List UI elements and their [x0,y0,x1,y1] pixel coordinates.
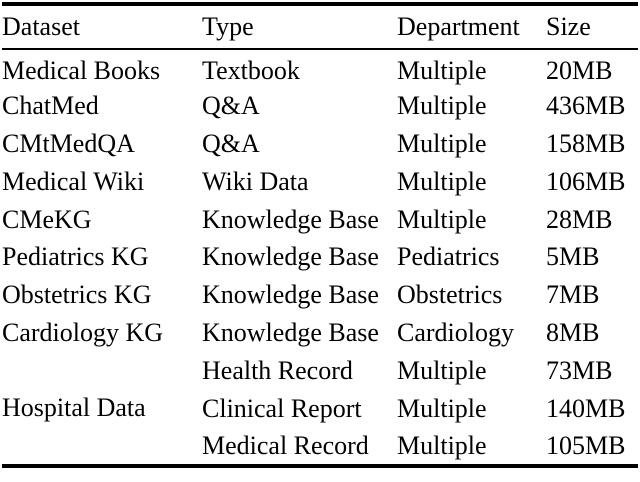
cell-dataset: Medical Wiki [2,166,145,196]
table-row: Medical Wiki Wiki Data Multiple 106MB [2,163,638,201]
cell-size: 105MB [546,430,626,460]
table-row: Medical Books Textbook Multiple 20MB [2,49,638,87]
cell-dataset: Pediatrics KG [2,242,149,272]
cell-size: 158MB [546,128,626,158]
table-row: Medical Record Multiple 105MB [2,428,638,466]
table-row: Clinical Report Multiple 140MB [2,390,638,428]
table-row: CMtMedQA Q&A Multiple 158MB [2,125,638,163]
cell-size: 73MB [546,356,613,386]
table-row: Cardiology KG Knowledge Base Cardiology … [2,314,638,352]
cell-size: 28MB [546,204,613,234]
header-dataset: Dataset [2,4,182,50]
header-size: Size [531,4,638,50]
cell-department: Multiple [397,393,487,423]
cell-size: 140MB [546,393,626,423]
cell-department: Pediatrics [397,242,500,272]
cell-dataset: Obstetrics KG [2,280,152,310]
cell-type: Q&A [202,128,260,158]
cell-dataset-hospital-data-group: Hospital Data [2,392,146,422]
table-row: Hospital Data Health Record Multiple 73M… [2,352,638,422]
cell-department: Multiple [397,204,487,234]
cell-department: Multiple [397,56,487,86]
cell-size: 5MB [546,242,600,272]
cell-type: Knowledge Base [202,280,379,310]
header-type: Type [182,4,383,50]
cell-department: Obstetrics [397,280,503,310]
cell-department: Multiple [397,356,487,386]
cell-size: 8MB [546,318,600,348]
table-row: Pediatrics KG Knowledge Base Pediatrics … [2,238,638,276]
cell-type: Q&A [202,90,260,120]
cell-type: Textbook [202,56,300,86]
cell-type: Clinical Report [202,393,362,423]
table-row: ChatMed Q&A Multiple 436MB [2,87,638,125]
table-header-row: Dataset Type Department Size [2,4,638,50]
cell-type: Knowledge Base [202,242,379,272]
cell-department: Multiple [397,90,487,120]
cell-department: Cardiology [397,318,514,348]
cell-department: Multiple [397,166,487,196]
cell-type: Knowledge Base [202,204,379,234]
cell-type: Medical Record [202,430,369,460]
cell-dataset: CMtMedQA [2,128,135,158]
table-row: Obstetrics KG Knowledge Base Obstetrics … [2,276,638,314]
cell-dataset: CMeKG [2,204,92,234]
cell-type: Health Record [202,356,353,386]
cell-type: Knowledge Base [202,318,379,348]
datasets-table: Dataset Type Department Size Medical Boo… [2,2,638,468]
cell-dataset: ChatMed [2,90,99,120]
cell-department: Multiple [397,430,487,460]
cell-department: Multiple [397,128,487,158]
cell-size: 7MB [546,280,600,310]
cell-size: 106MB [546,166,626,196]
table-row: CMeKG Knowledge Base Multiple 28MB [2,201,638,239]
cell-type: Wiki Data [202,166,309,196]
cell-size: 20MB [546,56,613,86]
header-department: Department [383,4,531,50]
cell-dataset: Cardiology KG [2,318,164,348]
cell-size: 436MB [546,90,626,120]
cell-dataset: Medical Books [2,56,161,86]
